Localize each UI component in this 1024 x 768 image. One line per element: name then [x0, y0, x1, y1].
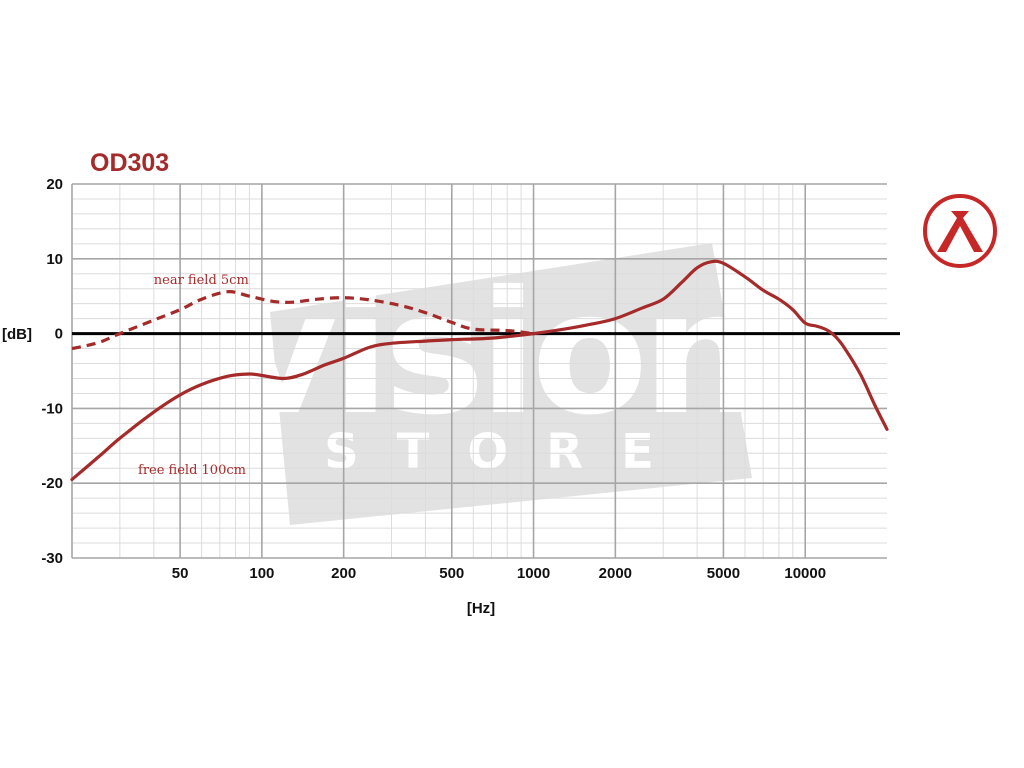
- annotations: near field 5cm free field 100cm: [138, 273, 249, 478]
- logo-ring: [923, 194, 997, 268]
- series-line-near-field: [71, 290, 534, 351]
- y-tick-label: 10: [46, 251, 63, 268]
- grid: [71, 183, 900, 559]
- watermark-small-text: STORE: [324, 424, 692, 480]
- y-tick-label: -10: [41, 400, 63, 417]
- y-tick-label: 0: [55, 326, 63, 343]
- logo-lambda-mark: [937, 211, 983, 252]
- x-tick-label: 1000: [517, 565, 550, 582]
- chart-title: OD303: [90, 149, 169, 177]
- x-tick-labels: 50 100 200 500 1000 2000 5000 10000: [172, 565, 826, 582]
- x-tick-label: 50: [172, 565, 189, 582]
- y-tick-labels: 20 10 0 -10 -20 -30: [41, 176, 63, 567]
- y-tick-label: -20: [41, 475, 63, 492]
- x-tick-label: 200: [331, 565, 356, 582]
- x-tick-label: 500: [439, 565, 464, 582]
- x-axis-label: [Hz]: [467, 600, 495, 617]
- lambda-circle-logo-icon: [923, 194, 997, 268]
- x-tick-label: 10000: [784, 565, 826, 582]
- y-tick-label: 20: [46, 176, 63, 193]
- series-lines: [70, 259, 889, 482]
- x-tick-label: 100: [249, 565, 274, 582]
- x-tick-label: 2000: [599, 565, 632, 582]
- series-annotation-label: free field 100cm: [138, 463, 246, 478]
- x-tick-label: 5000: [707, 565, 740, 582]
- series-line-free-field: [70, 259, 889, 482]
- y-axis-label: [dB]: [2, 326, 32, 343]
- y-tick-label: -30: [41, 550, 63, 567]
- series-annotation-label: near field 5cm: [154, 273, 249, 288]
